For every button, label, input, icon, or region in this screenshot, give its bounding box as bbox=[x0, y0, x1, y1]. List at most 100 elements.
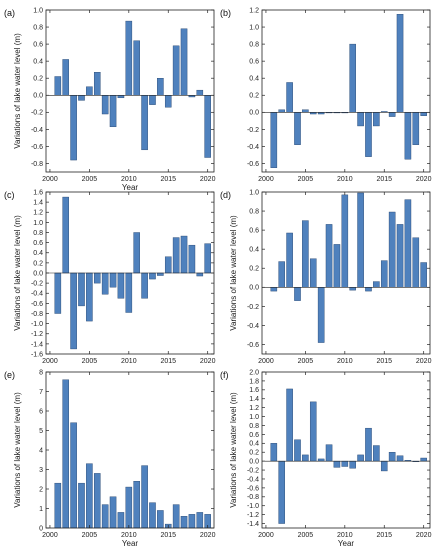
y-tick-label: 1.6 bbox=[33, 189, 43, 196]
bar-4-2011 bbox=[133, 481, 140, 529]
y-tick-label: 0.0 bbox=[33, 93, 43, 100]
bar-4-2003 bbox=[70, 422, 77, 529]
bar-3-2014 bbox=[373, 281, 380, 288]
y-tick-label: 0.2 bbox=[249, 93, 259, 100]
bar-0-2017 bbox=[180, 28, 188, 96]
bar-1-2001 bbox=[270, 112, 278, 168]
bar-2-2004 bbox=[78, 272, 85, 307]
y-tick-label: 0.8 bbox=[249, 208, 259, 215]
bar-1-2011 bbox=[349, 43, 356, 113]
y-axis-label: Variations of lake water level (m) bbox=[229, 392, 238, 508]
bar-0-2009 bbox=[117, 95, 125, 99]
bar-1-2020 bbox=[420, 112, 427, 116]
y-tick-label: 5 bbox=[39, 428, 43, 435]
bar-1-2012 bbox=[357, 112, 364, 127]
bar-4-2008 bbox=[109, 496, 117, 529]
y-axis-label: Variations of lake water level (m) bbox=[229, 215, 238, 331]
bar-3-2010 bbox=[341, 194, 349, 288]
y-tick-label: 6 bbox=[39, 408, 43, 415]
y-tick-label: -1.2 bbox=[31, 331, 43, 338]
y-tick-label: 0.0 bbox=[249, 110, 259, 117]
bar-5-2015 bbox=[380, 460, 388, 472]
x-tick-label: 2015 bbox=[376, 176, 392, 183]
plot-frame bbox=[261, 371, 431, 529]
x-tick-label: 2020 bbox=[416, 532, 432, 539]
bar-5-2001 bbox=[270, 443, 278, 462]
bar-1-2004 bbox=[294, 112, 301, 145]
x-tick-label: 2015 bbox=[376, 532, 392, 539]
y-tick-label: 0.6 bbox=[33, 240, 43, 247]
panel-label: (a) bbox=[4, 8, 15, 18]
y-tick-label: 0.4 bbox=[249, 76, 259, 83]
chart-panel-1: -0.6 -0.4 -0.2 0.0 0.2 0.4 0.6 0.8 1.0 1.2 2000 200… bbox=[220, 7, 432, 183]
y-tick-label: -0.8 bbox=[247, 494, 259, 501]
x-tick-label: 2015 bbox=[160, 358, 176, 365]
x-tick-label: 2005 bbox=[82, 532, 98, 539]
y-tick-label: 0.4 bbox=[249, 441, 259, 448]
y-tick-label: -1.0 bbox=[31, 321, 43, 328]
bar-0-2001 bbox=[54, 76, 62, 96]
y-tick-label: 3 bbox=[39, 467, 43, 474]
y-tick-label: -0.4 bbox=[31, 127, 43, 134]
y-tick-label: 0.4 bbox=[33, 250, 43, 257]
y-tick-label: -0.2 bbox=[247, 467, 259, 474]
bar-1-2003 bbox=[286, 82, 293, 113]
y-tick-label: 0.8 bbox=[33, 24, 43, 31]
chart-panel-3: -0.6 -0.4 -0.2 0.0 0.2 0.4 0.6 0.8 1.0 2000 2005 20… bbox=[220, 189, 432, 365]
bar-3-2002 bbox=[278, 261, 285, 288]
bar-2-2012 bbox=[141, 272, 148, 299]
bar-0-2010 bbox=[125, 20, 133, 96]
bar-3-2018 bbox=[404, 199, 412, 288]
x-tick-label: 2000 bbox=[42, 532, 58, 539]
bar-4-2005 bbox=[86, 463, 93, 529]
y-tick-label: 1.0 bbox=[249, 189, 259, 196]
bar-4-2010 bbox=[125, 486, 133, 529]
bar-2-2019 bbox=[196, 272, 204, 277]
bar-5-2002 bbox=[278, 460, 285, 524]
y-tick-label: 2 bbox=[39, 486, 43, 493]
y-tick-label: 1.4 bbox=[33, 200, 43, 207]
x-axis-label: Year bbox=[338, 539, 355, 548]
y-tick-label: -0.8 bbox=[31, 161, 43, 168]
y-tick-label: -1.4 bbox=[31, 341, 43, 348]
bar-0-2014 bbox=[157, 78, 164, 96]
bar-4-2017 bbox=[180, 516, 188, 529]
x-tick-label: 2015 bbox=[160, 176, 176, 183]
bar-4-2013 bbox=[149, 502, 156, 529]
bar-1-2014 bbox=[373, 112, 380, 127]
bar-5-2007 bbox=[317, 458, 325, 462]
y-tick-label: -0.4 bbox=[247, 144, 259, 151]
panel-label: (c) bbox=[4, 190, 15, 200]
y-tick-label: 1.0 bbox=[33, 7, 43, 14]
bar-5-2017 bbox=[396, 455, 404, 462]
bar-2-2006 bbox=[93, 272, 101, 284]
bar-0-2019 bbox=[196, 89, 204, 96]
y-tick-label: 0.2 bbox=[33, 260, 43, 267]
bar-2-2017 bbox=[180, 235, 188, 274]
bar-3-2009 bbox=[333, 244, 341, 288]
y-tick-label: 1.0 bbox=[249, 24, 259, 31]
x-axis-label: Year bbox=[122, 183, 139, 192]
bar-2-2003 bbox=[70, 272, 77, 350]
y-tick-label: -1.4 bbox=[247, 521, 259, 528]
bar-4-2006 bbox=[93, 473, 101, 529]
bar-0-2002 bbox=[62, 59, 69, 96]
y-tick-label: 0.2 bbox=[249, 266, 259, 273]
bar-4-2016 bbox=[172, 504, 180, 529]
x-axis-label: Year bbox=[122, 539, 139, 548]
bar-3-2011 bbox=[349, 287, 356, 291]
y-tick-label: 1.8 bbox=[249, 378, 259, 385]
panel-label: (f) bbox=[220, 370, 229, 380]
bar-3-2017 bbox=[396, 224, 404, 288]
bar-3-2016 bbox=[388, 211, 396, 288]
plot-frame bbox=[45, 9, 215, 173]
y-tick-label: 0.2 bbox=[33, 76, 43, 83]
panel-label: (d) bbox=[220, 190, 231, 200]
y-tick-label: -1.0 bbox=[247, 503, 259, 510]
y-tick-label: -0.6 bbox=[247, 161, 259, 168]
y-tick-label: 0.8 bbox=[33, 230, 43, 237]
x-tick-label: 2020 bbox=[200, 358, 216, 365]
y-tick-label: 0.8 bbox=[249, 42, 259, 49]
y-tick-label: 1.2 bbox=[249, 405, 259, 412]
